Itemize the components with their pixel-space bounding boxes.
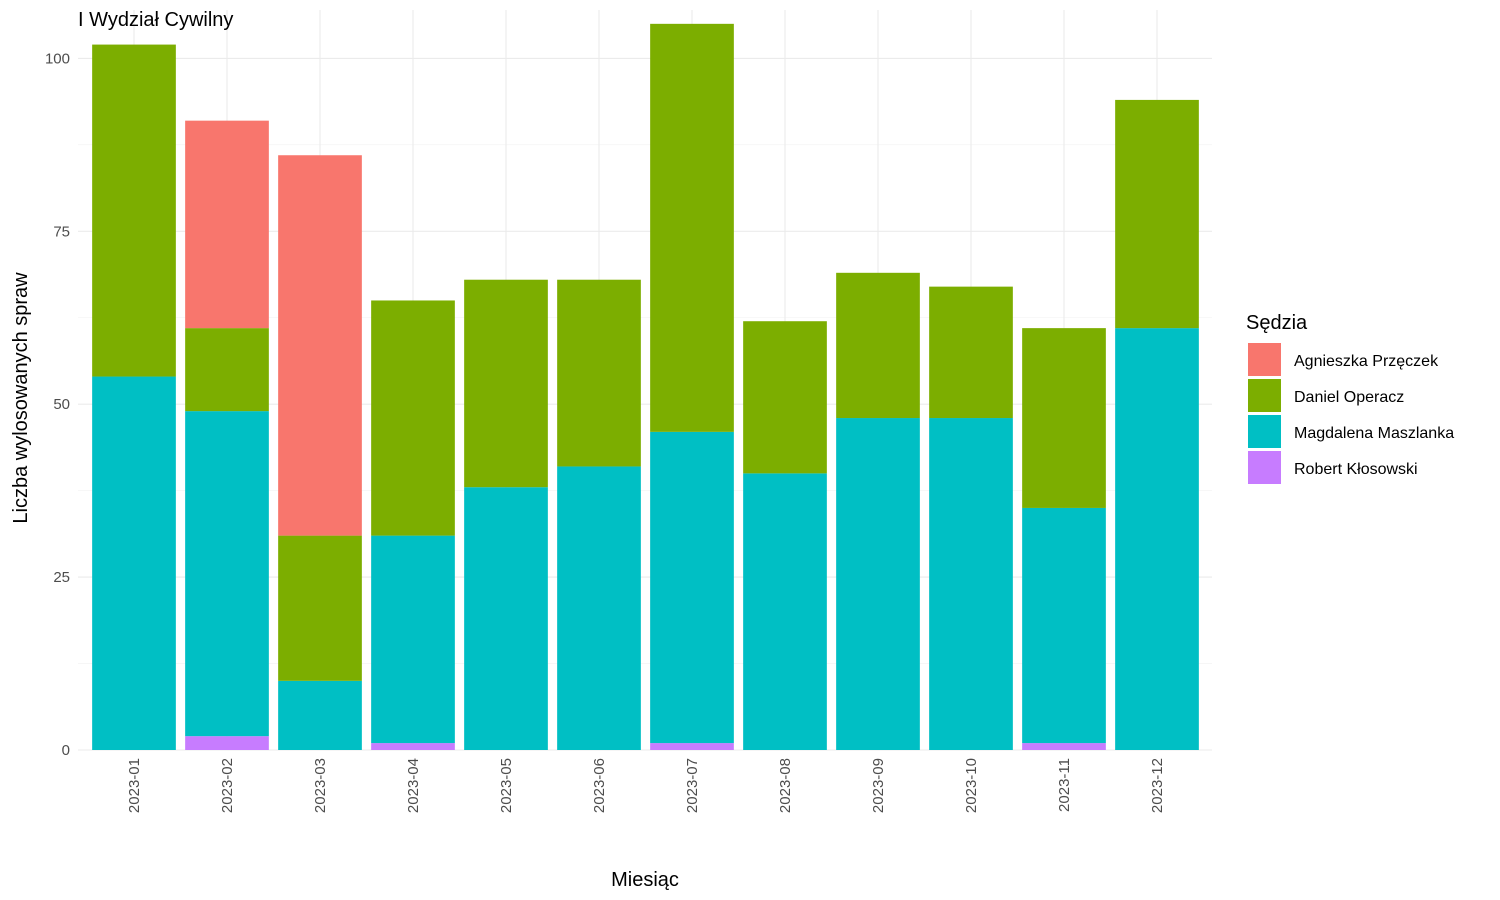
x-tick-label: 2023-12 <box>1149 758 1166 813</box>
bar-segment <box>1115 99 1199 329</box>
bar-segment <box>185 736 269 750</box>
bar-segment <box>650 23 734 432</box>
x-tick-label: 2023-03 <box>312 758 329 813</box>
legend-swatch <box>1248 451 1281 484</box>
bar-segment <box>557 466 641 750</box>
x-tick-label: 2023-07 <box>684 758 701 813</box>
legend: Sędzia Agnieszka Przęczek Daniel Operacz M… <box>1246 312 1454 484</box>
x-tick-label: 2023-08 <box>777 758 794 813</box>
legend-item: Robert Kłosowski <box>1248 451 1418 484</box>
legend-label: Daniel Operacz <box>1294 389 1404 406</box>
x-axis-ticks: 2023-01 2023-02 2023-03 2023-04 2023-05 2023-… <box>126 758 1166 813</box>
legend-label: Magdalena Maszlanka <box>1294 425 1454 442</box>
legend-swatch <box>1248 343 1281 376</box>
y-tick-label: 50 <box>53 396 70 413</box>
bar-segment <box>371 300 455 536</box>
x-tick-label: 2023-06 <box>591 758 608 813</box>
bar-segment <box>464 279 548 488</box>
x-tick-label: 2023-05 <box>498 758 515 813</box>
legend-swatch <box>1248 415 1281 448</box>
legend-item: Daniel Operacz <box>1248 379 1404 412</box>
bar-segment <box>650 431 734 744</box>
x-tick-label: 2023-02 <box>219 758 236 813</box>
y-tick-label: 75 <box>53 223 70 240</box>
legend-swatch <box>1248 379 1281 412</box>
bar-segment <box>464 487 548 750</box>
x-tick-label: 2023-09 <box>870 758 887 813</box>
bar-segment <box>836 272 920 419</box>
legend-title: Sędzia <box>1246 312 1308 334</box>
bar-segment <box>1022 507 1106 744</box>
y-tick-label: 100 <box>45 50 70 67</box>
bar-segment <box>1022 328 1106 508</box>
y-axis-title: Liczba wylosowanych spraw <box>10 272 32 524</box>
legend-item: Magdalena Maszlanka <box>1248 415 1454 448</box>
x-tick-label: 2023-11 <box>1056 758 1073 812</box>
bar-segment <box>185 411 269 737</box>
y-tick-label: 0 <box>62 742 70 759</box>
bar-segment <box>1022 743 1106 750</box>
bar-segment <box>836 418 920 750</box>
legend-items: Agnieszka Przęczek Daniel Operacz Magdalen… <box>1248 343 1454 484</box>
x-tick-label: 2023-01 <box>126 758 143 813</box>
bar-segment <box>1115 328 1199 750</box>
bar-segment <box>371 535 455 744</box>
legend-label: Robert Kłosowski <box>1294 461 1418 478</box>
y-axis-ticks: 0 25 50 75 100 <box>45 50 70 759</box>
legend-label: Agnieszka Przęczek <box>1294 353 1439 370</box>
x-axis-title: Miesiąc <box>611 869 679 891</box>
bar-segment <box>650 743 734 750</box>
bar-segment <box>371 743 455 750</box>
bar-segment <box>743 473 827 750</box>
bar-segment <box>743 321 827 474</box>
bar-segment <box>929 286 1013 419</box>
bar-segment <box>278 535 362 681</box>
bar-segment <box>557 279 641 467</box>
bar-segment <box>278 680 362 750</box>
chart-title: I Wydział Cywilny <box>78 9 233 31</box>
x-tick-label: 2023-04 <box>405 758 422 813</box>
bars <box>92 23 1199 750</box>
x-tick-label: 2023-10 <box>963 758 980 813</box>
bar-segment <box>92 376 176 750</box>
bar-segment <box>92 44 176 377</box>
legend-item: Agnieszka Przęczek <box>1248 343 1439 376</box>
y-tick-label: 25 <box>53 569 70 586</box>
bar-segment <box>278 155 362 536</box>
bar-segment <box>185 120 269 329</box>
bar-segment <box>929 418 1013 750</box>
bar-segment <box>185 328 269 412</box>
